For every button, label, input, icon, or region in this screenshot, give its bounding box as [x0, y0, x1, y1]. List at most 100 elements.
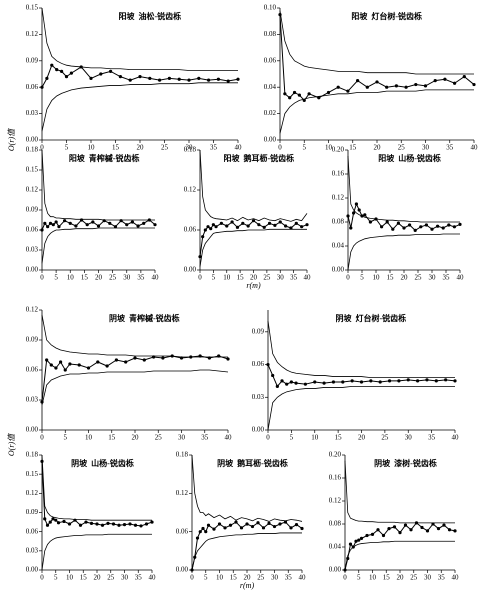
y-tick-label: 0.12 [26, 30, 39, 38]
point [100, 523, 105, 527]
x-tick-label: 10 [216, 574, 224, 582]
x-tick-label: 5 [303, 144, 307, 152]
point [404, 85, 408, 89]
point [394, 84, 398, 88]
point [423, 84, 428, 88]
x-tick-label: 15 [112, 144, 120, 152]
point [351, 545, 355, 549]
point [201, 526, 205, 531]
point [85, 223, 89, 227]
point [369, 379, 373, 383]
x-axis-label: r(m) [240, 581, 255, 590]
point [108, 221, 112, 225]
y-tick-label: 0.20 [329, 451, 342, 459]
point [179, 356, 184, 360]
x-tick-label: 15 [383, 574, 391, 582]
point [45, 358, 49, 362]
x-tick-label: 5 [54, 574, 58, 582]
point [167, 76, 171, 80]
point [68, 221, 72, 225]
point [45, 523, 50, 527]
y-tick-label: 0.12 [332, 194, 345, 202]
point [305, 223, 309, 227]
point [346, 214, 350, 218]
point [322, 381, 326, 385]
point [119, 219, 123, 223]
point [414, 521, 419, 525]
point [201, 235, 205, 239]
point [257, 223, 261, 227]
point [63, 368, 67, 372]
series-line [41, 369, 229, 406]
x-tick-label: 0 [40, 144, 44, 152]
series-line [344, 460, 455, 524]
y-tick-label: 0.06 [264, 56, 277, 64]
x-tick-label: 35 [438, 574, 446, 582]
x-tick-label: 10 [373, 274, 381, 282]
point [48, 221, 53, 225]
x-tick-label: 15 [80, 574, 88, 582]
series-line [279, 14, 475, 102]
point [79, 65, 83, 69]
y-tick-label: 0.16 [332, 170, 345, 178]
y-tick-label: 0.00 [329, 566, 342, 574]
point [391, 227, 395, 231]
point [409, 528, 413, 532]
point [148, 76, 152, 80]
y-tick-label: 0.06 [26, 527, 39, 535]
point [128, 78, 132, 82]
point [95, 522, 99, 526]
x-tick-label: 0 [40, 274, 44, 282]
point [189, 355, 193, 359]
point [177, 77, 181, 81]
x-tick-label: 40 [452, 574, 460, 582]
point [356, 79, 360, 83]
y-tick-label: 0.18 [184, 146, 197, 154]
point [425, 529, 430, 533]
y-tick-label: 0.03 [26, 546, 39, 554]
y-tick-label: 0.12 [176, 489, 189, 497]
point [288, 96, 292, 100]
x-tick-label: 5 [357, 574, 361, 582]
point [63, 219, 67, 223]
x-tick-label: 30 [186, 144, 194, 152]
point [241, 221, 245, 225]
point [275, 384, 279, 388]
y-tick-label: 0.08 [264, 30, 277, 38]
y-tick-label: 0.00 [26, 136, 39, 144]
point [212, 527, 216, 531]
point [420, 525, 424, 530]
point [452, 225, 456, 229]
x-tick-label: 35 [210, 144, 218, 152]
y-tick-label: 0.00 [26, 566, 39, 574]
point [357, 208, 361, 212]
x-tick-label: 40 [235, 144, 243, 152]
point [118, 75, 122, 79]
x-tick-label: 30 [271, 574, 279, 582]
point [219, 221, 223, 225]
x-tick-label: 20 [374, 144, 382, 152]
panel-title: 阴坡 青榨槭-锐齿栎 [109, 313, 180, 323]
x-tick-label: 25 [410, 574, 418, 582]
y-tick-label: 0.09 [26, 508, 39, 516]
point [370, 532, 375, 536]
panel-title: 阳坡 青榨槭-锐齿栎 [69, 153, 140, 163]
point [285, 382, 289, 386]
x-tick-label: 40 [452, 434, 460, 442]
y-tick-label: 0.08 [329, 520, 342, 528]
point [354, 202, 358, 206]
point [396, 221, 400, 225]
point [331, 380, 336, 384]
x-tick-label: 20 [95, 274, 103, 282]
y-tick-label: 0.18 [26, 146, 39, 154]
series-line [199, 149, 308, 222]
point [376, 528, 380, 532]
series-line [41, 149, 155, 221]
point [343, 568, 347, 572]
point [206, 225, 210, 229]
point [64, 75, 69, 79]
x-tick-label: 5 [360, 274, 364, 282]
x-tick-label: 30 [429, 274, 437, 282]
point [193, 555, 197, 559]
x-tick-label: 0 [190, 574, 194, 582]
